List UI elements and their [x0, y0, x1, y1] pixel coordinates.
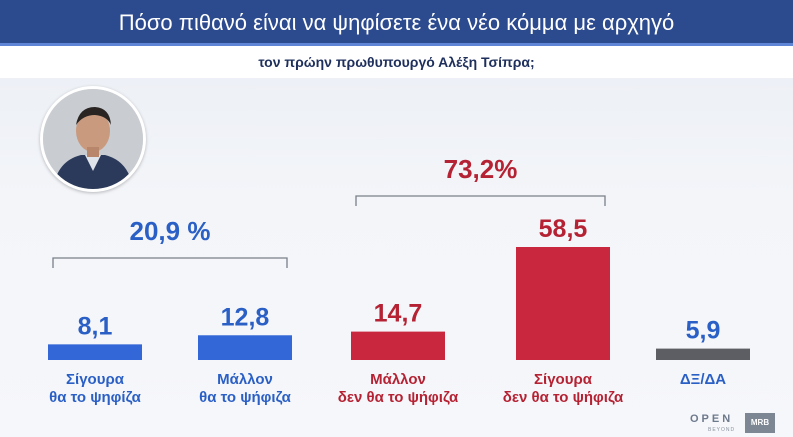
data-label: 14,7	[374, 300, 423, 328]
category-label: θα το ψηφίζα	[49, 389, 142, 406]
bar	[656, 348, 750, 360]
broadcaster-logo: OPEN BEYOND	[690, 413, 734, 433]
group-bracket	[52, 257, 288, 268]
bar	[516, 247, 610, 360]
data-label: 58,5	[539, 215, 588, 243]
logo-subtext: BEYOND	[708, 427, 736, 433]
data-label: 5,9	[686, 317, 721, 345]
avatar	[40, 86, 146, 192]
bar	[48, 344, 142, 360]
category-label: ΔΞ/ΔΑ	[680, 371, 726, 388]
chart-subtitle: τον πρώην πρωθυπουργό Αλέξη Τσίπρα;	[258, 54, 535, 70]
group-total-label: 20,9 %	[130, 216, 211, 246]
title-bar	[0, 0, 793, 46]
category-label: Σίγουρα	[66, 371, 125, 388]
category-label: Μάλλον	[370, 371, 426, 388]
group-bracket	[355, 195, 606, 206]
category-label: Σίγουρα	[534, 371, 593, 388]
bar	[198, 335, 292, 360]
category-label: Μάλλον	[217, 371, 273, 388]
category-label: δεν θα το ψήφιζα	[503, 389, 624, 406]
logo-text: OPEN	[690, 413, 734, 425]
portrait-image	[43, 89, 143, 189]
category-label: δεν θα το ψήφιζα	[338, 389, 459, 406]
data-label: 12,8	[221, 303, 270, 331]
category-label: θα το ψήφιζα	[199, 389, 292, 406]
data-label: 8,1	[78, 312, 113, 340]
chart-title: Πόσο πιθανό είναι να ψηφίσετε ένα νέο κό…	[118, 10, 675, 35]
subtitle-bar	[0, 46, 793, 78]
bar	[351, 331, 445, 360]
pollster-logo: MRB	[745, 413, 775, 433]
group-total-label: 73,2%	[444, 154, 518, 184]
